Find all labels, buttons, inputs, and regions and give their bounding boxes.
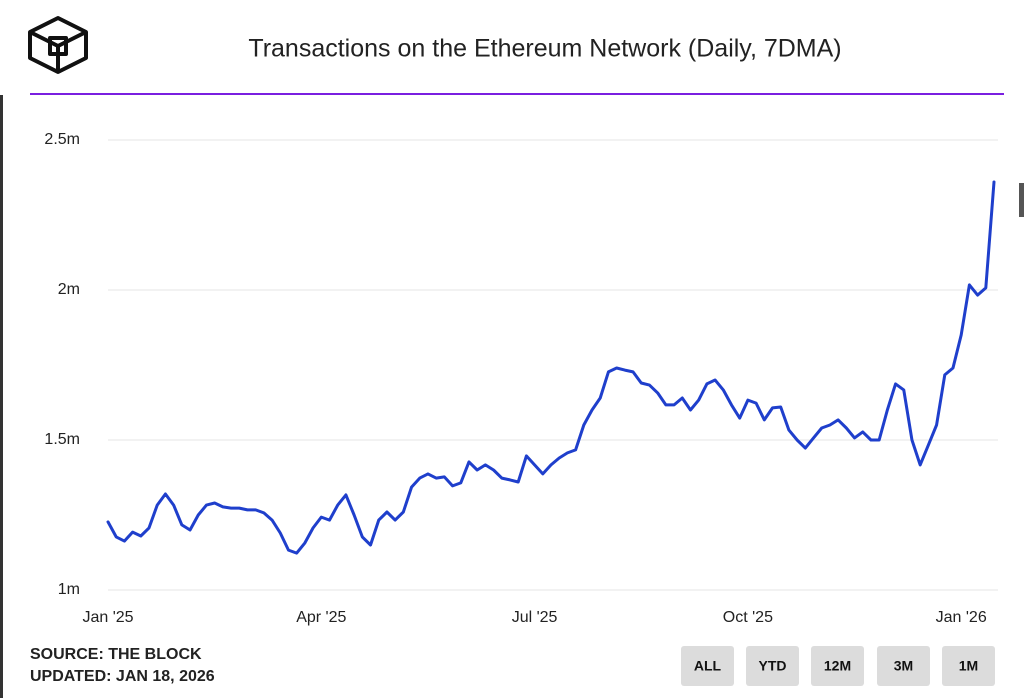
range-button[interactable]	[877, 646, 930, 686]
x-tick-label: Oct '25	[723, 609, 773, 626]
y-tick-label: 1m	[58, 581, 80, 598]
range-button-label[interactable]: YTD	[759, 658, 787, 674]
chart-title: Transactions on the Ethereum Network (Da…	[248, 35, 841, 63]
range-button-label[interactable]: 1M	[959, 658, 978, 674]
range-button[interactable]	[811, 646, 864, 686]
range-button-label[interactable]: ALL	[694, 658, 722, 674]
data-line	[106, 180, 996, 555]
updated-text: UPDATED: JAN 18, 2026	[30, 668, 215, 685]
x-tick-label: Jul '25	[512, 609, 558, 626]
y-tick-label: 2.5m	[44, 131, 80, 148]
y-tick-label: 2m	[58, 281, 80, 298]
y-tick-label: 1.5m	[44, 431, 80, 448]
x-tick-label: Jan '26	[936, 609, 987, 626]
scroll-handle	[1019, 183, 1024, 217]
range-button-label[interactable]: 3M	[894, 658, 913, 674]
range-button-label[interactable]: 12M	[824, 658, 851, 674]
x-tick-label: Apr '25	[296, 609, 346, 626]
x-tick-label: Jan '25	[82, 609, 133, 626]
range-button[interactable]	[942, 646, 995, 686]
range-button[interactable]	[746, 646, 799, 686]
range-button[interactable]	[681, 646, 734, 686]
logo	[28, 16, 88, 74]
source-text: SOURCE: THE BLOCK	[30, 646, 202, 663]
